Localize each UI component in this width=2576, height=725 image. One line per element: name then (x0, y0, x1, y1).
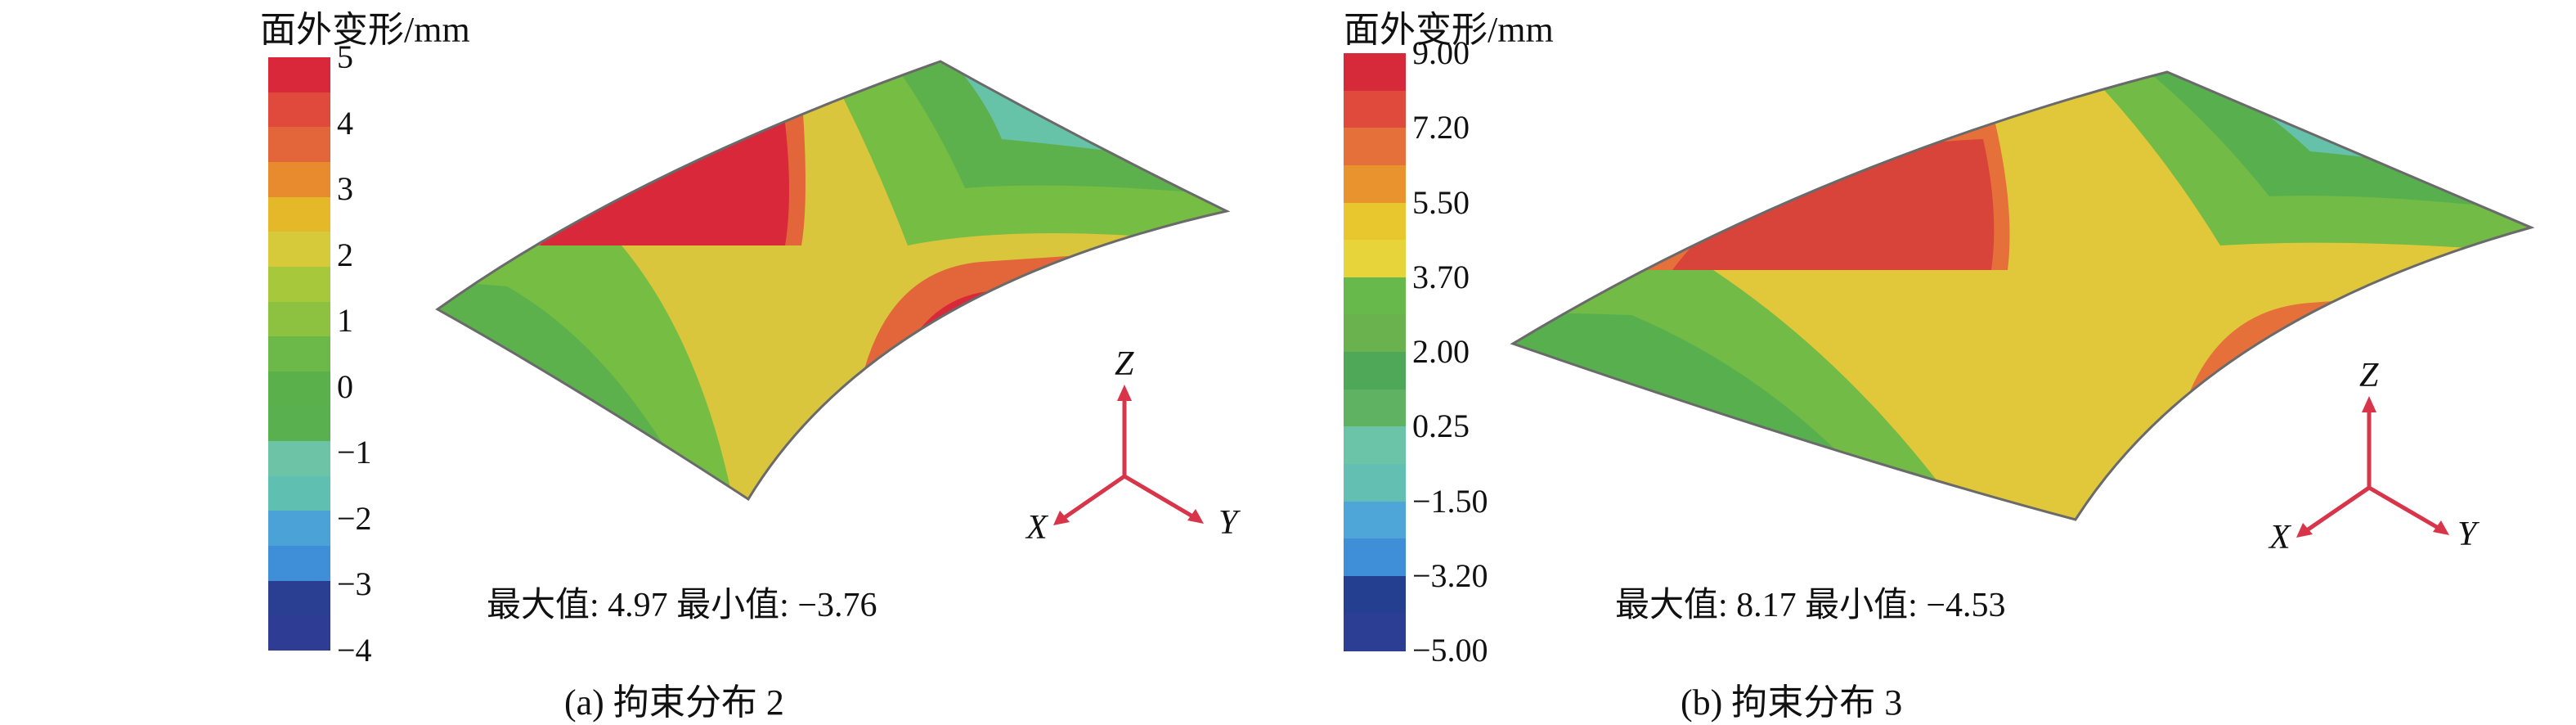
legend-tick-label: 9.00 (1412, 34, 1470, 71)
deformation-plot: Z X Y (1510, 70, 2535, 556)
legend-tick-label: 2 (337, 236, 353, 273)
legend-swatch (1344, 575, 1406, 614)
x-axis-label: X (1025, 509, 1049, 547)
legend-swatch (268, 161, 330, 198)
contour-surface (1513, 72, 2531, 520)
x-axis-label: X (2268, 519, 2292, 556)
legend-tick-label: −4 (337, 632, 372, 669)
legend-swatch (268, 406, 330, 442)
legend-swatch (1344, 90, 1406, 128)
figure-caption: (b) 拘束分布 3 (1681, 682, 1903, 723)
legend-tick-label: −3.20 (1412, 556, 1488, 594)
legend-tick-label: 1 (337, 302, 353, 340)
extreme-values: 最大值: 4.97 最小值: −3.76 (487, 587, 877, 624)
legend-tick-label: 7.20 (1412, 109, 1470, 146)
legend-swatch (268, 441, 330, 477)
legend-tick-label: −3 (337, 565, 372, 603)
legend-swatch (1344, 426, 1406, 465)
legend-swatch (1344, 538, 1406, 577)
deformation-plot: Z X Y (435, 60, 1241, 547)
legend-swatch (268, 511, 330, 547)
legend-tick-label: 0.25 (1412, 408, 1470, 445)
legend-title: 面外变形/mm (1344, 10, 1554, 50)
axis-triad: Z X Y (1025, 345, 1241, 547)
legend-swatch (268, 301, 330, 337)
legend-title: 面外变形/mm (260, 10, 470, 50)
z-axis-label: Z (2359, 357, 2379, 394)
legend-swatch (1344, 463, 1406, 502)
legend-swatch (1344, 613, 1406, 651)
legend-tick-label: −2 (337, 499, 372, 537)
legend-swatch (268, 475, 330, 511)
legend-swatch (268, 232, 330, 268)
figure-caption: (a) 拘束分布 2 (564, 682, 784, 723)
legend-swatch (268, 615, 330, 651)
legend-tick-label: 4 (337, 104, 353, 142)
legend-swatch (268, 196, 330, 232)
legend-swatch (268, 546, 330, 582)
legend-swatch (1344, 389, 1406, 427)
legend-tick-label: 5.50 (1412, 183, 1470, 221)
legend-tick-label: 2.00 (1412, 333, 1470, 370)
legend-swatch (268, 336, 330, 372)
legend-swatch (1344, 277, 1406, 315)
legend-swatch (1344, 164, 1406, 203)
legend-swatch (268, 92, 330, 128)
panel-a: 面外变形/mm 5 4 3 2 1 0 −1 −2 −3 −4 (0, 0, 1288, 723)
legend-tick-label: 5 (337, 38, 353, 75)
legend-tick-label: 3 (337, 170, 353, 208)
z-axis-label: Z (1115, 345, 1134, 383)
legend-swatch (1344, 202, 1406, 241)
panel-b: 面外变形/mm 9.00 7.20 5.50 3.70 2.00 0.25 −1.50 −3.… (1288, 0, 2576, 723)
legend-swatch (1344, 352, 1406, 390)
extreme-values: 最大值: 8.17 最小值: −4.53 (1615, 587, 2006, 624)
legend-swatch (268, 266, 330, 303)
legend-tick-label: 3.70 (1412, 258, 1470, 295)
legend-swatch (1344, 240, 1406, 278)
legend-swatch (1344, 128, 1406, 166)
y-axis-label: Y (1218, 504, 1241, 542)
legend-tick-label: −5.00 (1412, 632, 1488, 669)
legend-swatch (268, 127, 330, 163)
contour-surface (438, 61, 1227, 499)
legend-swatch (268, 580, 330, 616)
legend-tick-label: 0 (337, 367, 353, 405)
legend-tick-label: −1.50 (1412, 482, 1488, 520)
legend-swatch (1344, 314, 1406, 353)
legend-swatch (1344, 501, 1406, 539)
y-axis-label: Y (2457, 516, 2480, 553)
legend-swatch (1344, 53, 1406, 92)
legend-tick-label: −1 (337, 434, 372, 471)
axis-triad: Z X Y (2268, 357, 2480, 556)
legend-swatch (268, 371, 330, 407)
legend-swatch (268, 57, 330, 93)
